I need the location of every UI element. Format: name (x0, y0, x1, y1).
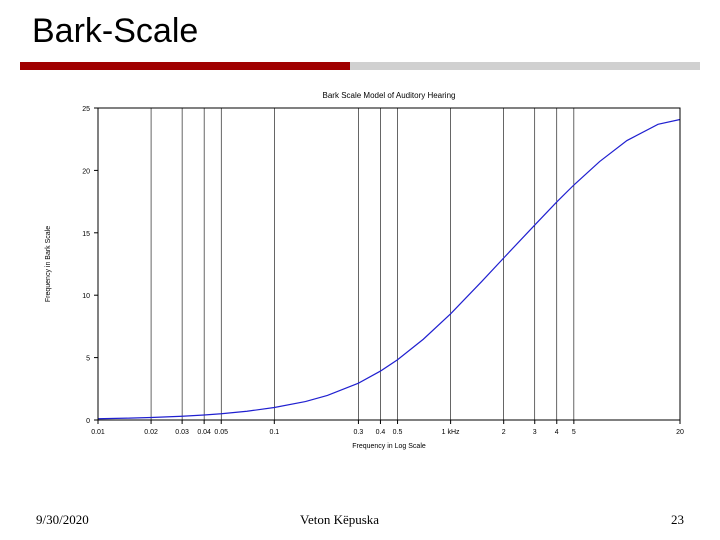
xtick-label: 0.02 (144, 429, 158, 436)
footer-author: Veton Këpuska (300, 512, 379, 528)
xtick-label: 0.04 (197, 429, 211, 436)
xtick-label: 0.4 (376, 429, 386, 436)
ylabel: Frequency in Bark Scale (45, 226, 52, 302)
xtick-label: 20 (676, 429, 684, 436)
xlabel: Frequency in Log Scale (352, 443, 426, 450)
title-rule-rest (350, 62, 700, 70)
xtick-label: 0.01 (91, 429, 105, 436)
ytick-label: 0 (86, 418, 90, 425)
bark-scale-chart: Bark Scale Model of Auditory Hearing 0 5 10… (20, 80, 700, 470)
xtick-label: 3 (533, 429, 537, 436)
title-rule-accent (20, 62, 350, 70)
xtick-label: 4 (555, 429, 559, 436)
footer-date: 9/30/2020 (36, 512, 89, 528)
xtick-label: 1 kHz (442, 429, 460, 436)
title-rule (20, 62, 700, 70)
chart-container: Bark Scale Model of Auditory Hearing 0 5 10… (20, 80, 700, 470)
xtick-label: 2 (502, 429, 506, 436)
ytick-label: 10 (82, 293, 90, 300)
xtick-label: 0.03 (175, 429, 189, 436)
ytick-label: 25 (82, 106, 90, 113)
xtick-label: 0.1 (269, 429, 279, 436)
xtick-label: 0.5 (393, 429, 403, 436)
slide-title: Bark-Scale (32, 12, 198, 51)
ytick-label: 20 (82, 168, 90, 175)
ytick-label: 5 (86, 356, 90, 363)
xtick-label: 0.05 (214, 429, 228, 436)
ytick-label: 15 (82, 231, 90, 238)
xtick-label: 0.3 (354, 429, 364, 436)
footer-page: 23 (671, 512, 684, 528)
slide: Bark-Scale Bark Scale Model of Auditory … (0, 0, 720, 540)
plot-area (98, 108, 680, 420)
footer: 9/30/2020 Veton Këpuska 23 (0, 508, 720, 528)
chart-title: Bark Scale Model of Auditory Hearing (323, 91, 456, 100)
xtick-label: 5 (572, 429, 576, 436)
